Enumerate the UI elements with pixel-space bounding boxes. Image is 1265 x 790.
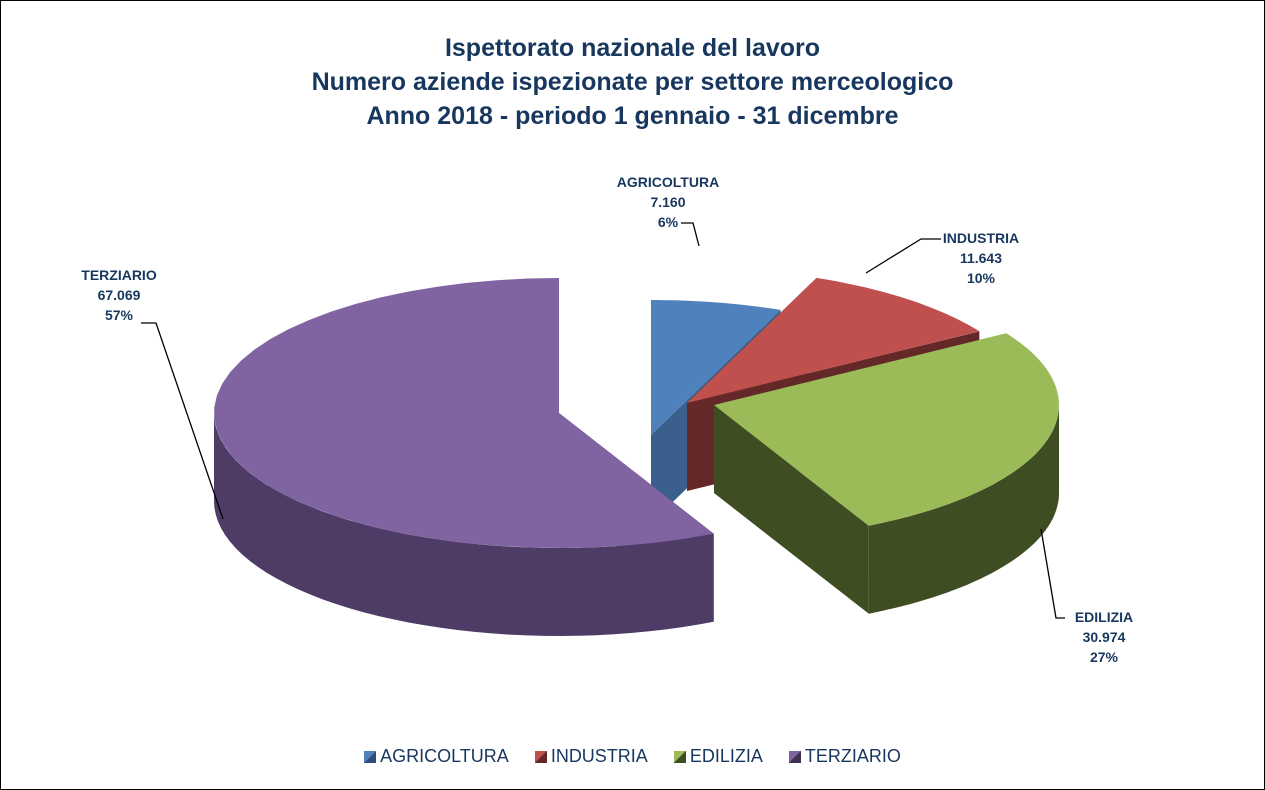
legend-swatch bbox=[673, 750, 686, 763]
legend-swatch bbox=[364, 750, 377, 763]
data-label-terziario: TERZIARIO 67.069 57% bbox=[81, 267, 157, 323]
legend-swatch bbox=[788, 750, 801, 763]
pie-slice-side-edilizia bbox=[714, 405, 869, 614]
legend-swatch bbox=[534, 750, 547, 763]
data-label-edilizia: EDILIZIA 30.974 27% bbox=[1074, 609, 1134, 665]
pie-slice-industria bbox=[687, 277, 980, 403]
chart-title: Ispettorato nazionale del lavoro Numero … bbox=[1, 31, 1264, 133]
title-line-2: Numero aziende ispezionate per settore m… bbox=[311, 68, 954, 96]
data-label-agricoltura: AGRICOLTURA 7.160 6% bbox=[616, 174, 720, 230]
pie-slice-terziario bbox=[214, 278, 714, 548]
leader-agricoltura bbox=[681, 222, 700, 247]
leader-industria bbox=[865, 238, 941, 274]
leader-edilizia bbox=[1040, 528, 1065, 619]
legend: AGRICOLTURA INDUSTRIA EDILIZIA TERZIARIO bbox=[1, 746, 1264, 767]
pie-slice-agricoltura bbox=[651, 300, 781, 435]
leader-terziario bbox=[141, 322, 224, 520]
title-line-3: Anno 2018 - periodo 1 gennaio - 31 dicem… bbox=[366, 102, 899, 130]
data-label-industria: INDUSTRIA 11.643 10% bbox=[942, 230, 1020, 286]
legend-item-edilizia: EDILIZIA bbox=[673, 746, 763, 767]
pie-slice-edilizia bbox=[714, 333, 1059, 526]
pie-slice-wall-terziario bbox=[214, 413, 714, 636]
legend-item-industria: INDUSTRIA bbox=[534, 746, 648, 767]
legend-item-agricoltura: AGRICOLTURA bbox=[364, 746, 509, 767]
title-line-1: Ispettorato nazionale del lavoro bbox=[444, 34, 821, 62]
pie-slice-wall-edilizia bbox=[868, 405, 1059, 614]
legend-item-terziario: TERZIARIO bbox=[788, 746, 901, 767]
